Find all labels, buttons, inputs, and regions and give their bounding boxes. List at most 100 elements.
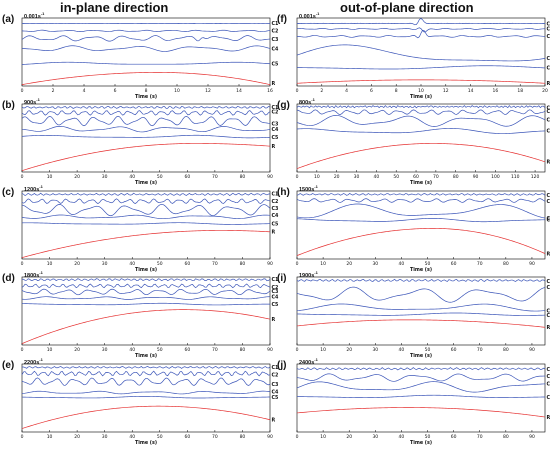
series-label: C2 bbox=[547, 285, 550, 291]
series-line-r bbox=[21, 230, 271, 258]
series-label: C4 bbox=[272, 127, 280, 133]
x-tick-label: 10 bbox=[320, 434, 326, 440]
series-line-c4 bbox=[296, 44, 546, 62]
series-line-c2 bbox=[296, 286, 546, 303]
series-line-c1 bbox=[296, 192, 546, 196]
series-label: C1 bbox=[547, 21, 550, 27]
x-tick-label: 120 bbox=[531, 174, 540, 180]
strain-rate-value: 800s bbox=[299, 99, 312, 106]
strain-rate-label: 1800s-1 bbox=[24, 270, 43, 279]
x-tick-label: 70 bbox=[212, 261, 218, 267]
x-tick-label: 60 bbox=[184, 347, 190, 353]
x-tick-label: 30 bbox=[372, 434, 378, 440]
x-tick-label: 90 bbox=[529, 434, 535, 440]
x-axis-label: Time (s) bbox=[410, 353, 432, 359]
series-line-c1 bbox=[296, 18, 546, 26]
x-tick-label: 30 bbox=[102, 174, 108, 180]
x-tick-label: 0 bbox=[21, 174, 24, 180]
plot-frame bbox=[296, 363, 546, 433]
x-tick-label: 50 bbox=[157, 261, 163, 267]
x-tick-label: 60 bbox=[451, 434, 457, 440]
x-tick-label: 60 bbox=[413, 174, 419, 180]
series-label: C3 bbox=[547, 308, 550, 314]
series-label: R bbox=[272, 230, 276, 236]
strain-rate-exponent: -1 bbox=[39, 270, 43, 275]
x-tick-label: 10 bbox=[174, 88, 180, 94]
strain-rate-value: 1200s bbox=[24, 186, 40, 193]
x-tick-label: 10 bbox=[320, 261, 326, 267]
series-line-c2 bbox=[21, 29, 271, 33]
series-line-c2 bbox=[296, 198, 546, 203]
series-line-c4 bbox=[21, 125, 271, 133]
series-line-c1 bbox=[21, 192, 271, 197]
series-label: C2 bbox=[272, 109, 279, 115]
series-label: C4 bbox=[547, 313, 550, 319]
series-label: C5 bbox=[272, 221, 279, 227]
x-tick-label: 10 bbox=[47, 261, 53, 267]
series-label: C3 bbox=[272, 382, 279, 388]
series-label: C4 bbox=[272, 213, 280, 219]
x-tick-label: 8 bbox=[395, 88, 398, 94]
x-tick-label: 90 bbox=[267, 174, 273, 180]
series-label: R bbox=[272, 418, 276, 424]
series-line-c1 bbox=[21, 366, 271, 369]
series-label: C2 bbox=[547, 374, 550, 380]
x-tick-label: 90 bbox=[267, 347, 273, 353]
series-line-c3 bbox=[296, 303, 546, 312]
panel-letter: (c) bbox=[2, 187, 15, 198]
strain-rate-value: 1500s bbox=[299, 186, 315, 193]
left-column-title: in-plane direction bbox=[60, 0, 169, 15]
strain-rate-value: 0.001s bbox=[299, 13, 316, 20]
series-label: C4 bbox=[272, 46, 280, 52]
strain-rate-label: 2200s-1 bbox=[24, 357, 43, 366]
x-tick-label: 6 bbox=[370, 88, 373, 94]
strain-rate-label: 1500s-1 bbox=[299, 184, 318, 193]
strain-rate-label: 1200s-1 bbox=[24, 184, 43, 193]
series-label: C2 bbox=[547, 199, 550, 205]
plot-frame bbox=[21, 17, 271, 87]
panel-letter: (g) bbox=[277, 100, 290, 111]
series-label: C3 bbox=[272, 206, 279, 212]
x-axis-label: Time (s) bbox=[410, 180, 432, 186]
x-tick-label: 60 bbox=[184, 261, 190, 267]
series-label: R bbox=[547, 160, 550, 166]
x-tick-label: 40 bbox=[129, 347, 135, 353]
series-line-r bbox=[21, 405, 271, 429]
series-line-c3 bbox=[21, 203, 271, 217]
x-tick-label: 16 bbox=[267, 88, 273, 94]
x-tick-label: 80 bbox=[240, 261, 246, 267]
series-line-c2 bbox=[296, 27, 546, 33]
series-line-c3 bbox=[21, 288, 271, 296]
x-tick-label: 90 bbox=[529, 347, 535, 353]
series-line-r bbox=[296, 228, 546, 256]
strain-rate-exponent: -1 bbox=[311, 97, 315, 102]
series-label: C1 bbox=[272, 365, 279, 371]
series-label: C4 bbox=[272, 390, 280, 396]
x-tick-label: 50 bbox=[393, 174, 399, 180]
series-label: C3 bbox=[547, 118, 550, 124]
x-tick-label: 20 bbox=[334, 174, 340, 180]
series-line-r bbox=[21, 143, 271, 171]
x-tick-label: 10 bbox=[320, 347, 326, 353]
series-line-c3 bbox=[296, 115, 546, 127]
series-line-c3 bbox=[296, 203, 546, 219]
x-tick-label: 20 bbox=[346, 347, 352, 353]
strain-rate-value: 900s bbox=[24, 99, 37, 106]
series-label: C4 bbox=[547, 395, 550, 401]
x-axis-label: Time (s) bbox=[410, 94, 432, 100]
x-tick-label: 40 bbox=[129, 174, 135, 180]
x-axis-label: Time (s) bbox=[135, 94, 157, 100]
x-tick-label: 12 bbox=[205, 88, 211, 94]
series-label: C4 bbox=[547, 129, 550, 135]
x-tick-label: 50 bbox=[425, 434, 431, 440]
plot-frame bbox=[296, 103, 546, 173]
x-tick-label: 14 bbox=[468, 88, 474, 94]
strain-rate-exponent: -1 bbox=[315, 11, 320, 16]
x-axis-label: Time (s) bbox=[135, 267, 157, 273]
series-label: C1 bbox=[547, 279, 550, 285]
x-axis-label: Time (s) bbox=[410, 440, 432, 446]
